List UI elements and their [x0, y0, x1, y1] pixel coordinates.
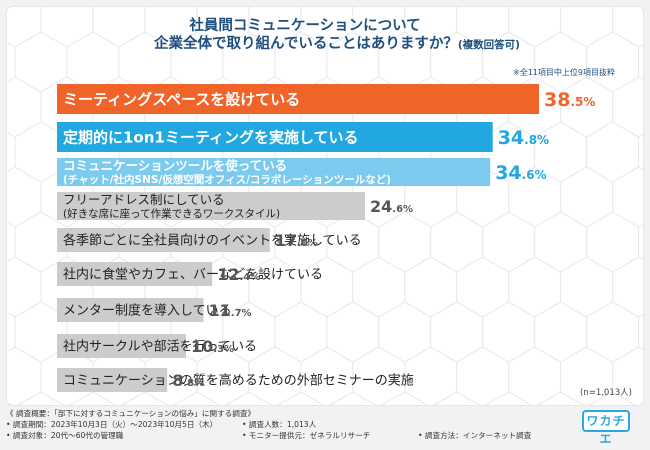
bar-8 — [57, 334, 186, 358]
hexagon-shape — [173, 391, 221, 405]
chart-title-line1: 社員間コミュニケーションについて — [189, 18, 421, 34]
hexagon-shape — [277, 391, 325, 405]
bar-6 — [57, 262, 213, 286]
hexagon-shape — [433, 391, 481, 405]
value-label-1: 38.5% — [544, 89, 595, 111]
survey-period: • 調査期間：2023年10月3日（火）〜2023年10月5日（木） — [6, 420, 218, 429]
hexagon-shape — [225, 391, 273, 405]
bar-5 — [57, 228, 270, 252]
category-label-7: メンター制度を導入している — [63, 303, 232, 319]
category-label-4-line2: (好きな席に座って作業できるワークスタイル) — [63, 207, 280, 220]
category-label-2: 定期的に1on1ミーティングを実施している — [63, 128, 359, 146]
survey-people: • 調査人数：1,013人 — [242, 420, 317, 429]
value-label-5: 17.0% — [275, 231, 318, 250]
category-label-8: 社内サークルや部活を行っている — [63, 339, 257, 355]
hexagon-shape — [17, 391, 65, 405]
survey-method: • 調査方法：インターネット調査 — [418, 431, 532, 440]
chart-title-suffix: (複数回答可) — [457, 39, 520, 51]
hexagon-shape — [485, 391, 533, 405]
chart-title-main: 企業全体で取り組んでいることはありますか？ — [154, 36, 458, 52]
value-label-7: 11.7% — [209, 301, 252, 320]
value-label-2: 34.8% — [498, 127, 549, 149]
hexagon-shape — [537, 391, 585, 405]
chart-note: ※全11項目中上位9項目抜粋 — [513, 68, 615, 77]
bar-9 — [57, 368, 168, 392]
bar-1 — [57, 84, 539, 114]
hexagon-shape — [589, 391, 637, 405]
value-label-9: 8.8% — [172, 371, 204, 390]
category-label-3-line1: コミュニケーションツールを使っている — [63, 158, 287, 173]
survey-footer: 《 調査概要：「部下に対するコミュニケーションの悩み」に関する調査》 • 調査期… — [6, 408, 566, 441]
category-label-3-line2: (チャット/社内SNS/仮想空間オフィス/コラボレーションツールなど) — [63, 173, 391, 186]
value-label-4: 24.6% — [370, 197, 413, 216]
value-label-6: 12.4% — [217, 265, 260, 284]
category-label-1: ミーティングスペースを設けている — [63, 90, 300, 108]
survey-provider: • モニター提供元：ゼネラルリサーチ — [242, 431, 371, 440]
chart-title-line2: 企業全体で取り組んでいることはありますか？(複数回答可) — [19, 35, 643, 54]
brand-logo: ワカチエ — [582, 410, 630, 446]
survey-target: • 調査対象：20代〜60代の管理職 — [6, 431, 124, 440]
value-label-8: 10.3% — [191, 337, 234, 356]
sample-size-label: (n=1,013人) — [580, 388, 632, 398]
hexagon-shape — [329, 391, 377, 405]
value-label-3: 34.6% — [495, 162, 546, 184]
bar-7 — [57, 298, 204, 322]
hexagon-shape — [381, 391, 429, 405]
category-label-4-line1: フリーアドレス制にしている — [63, 192, 225, 207]
category-label-9: コミュニケーションの質を高めるための外部セミナーの実施 — [63, 373, 414, 389]
bar-3 — [57, 158, 491, 186]
category-label-6: 社内に食堂やカフェ、バーなどを設けている — [63, 267, 323, 283]
survey-overview: 《 調査概要：「部下に対するコミュニケーションの悩み」に関する調査》 — [6, 409, 256, 418]
bar-4 — [57, 192, 365, 220]
bar-2 — [57, 122, 493, 152]
category-label-5: 各季節ごとに全社員向けのイベントを実施している — [63, 233, 362, 249]
